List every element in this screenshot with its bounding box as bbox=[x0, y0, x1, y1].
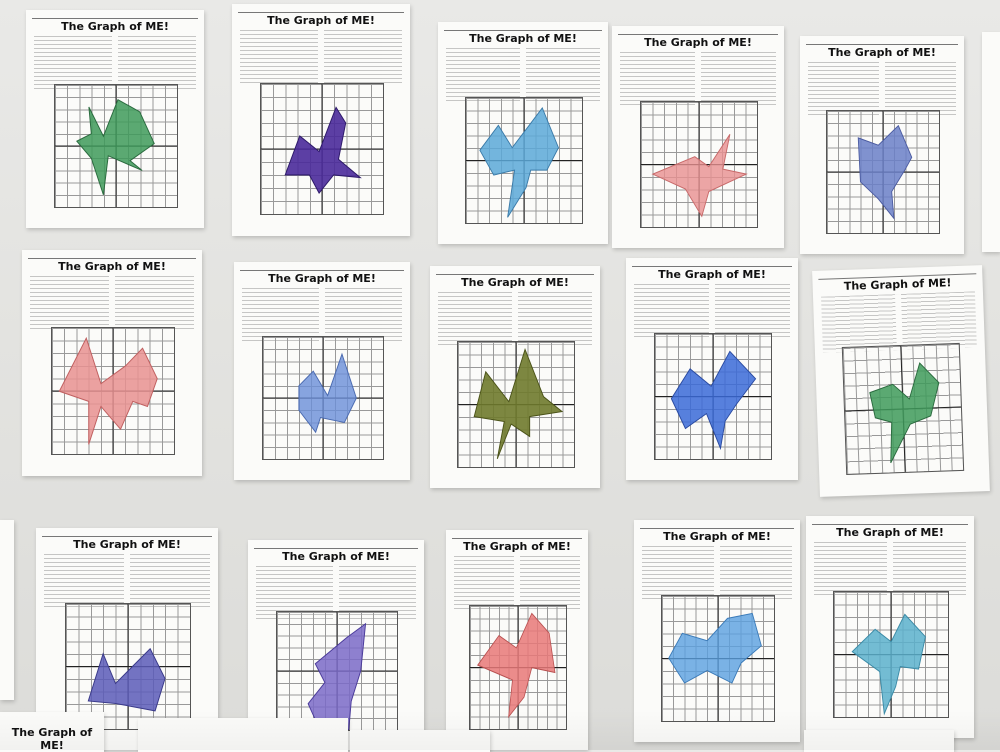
worksheet-15: The Graph of ME! bbox=[806, 516, 974, 738]
worksheet-title: The Graph of ME! bbox=[463, 540, 571, 553]
coordinate-grid bbox=[660, 595, 776, 722]
worksheet-title: The Graph of ME! bbox=[658, 268, 766, 281]
coordinate-grid bbox=[639, 101, 759, 228]
worksheet-title: The Graph of ME! bbox=[61, 20, 169, 33]
worksheet-title: The Graph of ME! bbox=[282, 550, 390, 563]
worksheet-title: The Graph of ME! bbox=[663, 530, 771, 543]
plotted-shape bbox=[473, 348, 564, 460]
coordinate-grid bbox=[468, 604, 568, 730]
worksheet-13: The Graph of ME! bbox=[446, 530, 588, 750]
worksheet-4: The Graph of ME! bbox=[612, 26, 784, 248]
worksheet-title: The Graph of ME! bbox=[461, 276, 569, 289]
coordinate-grid bbox=[457, 341, 575, 468]
coordinate-grid bbox=[262, 336, 384, 461]
plotted-shape bbox=[869, 361, 940, 463]
coordinate-grid bbox=[65, 603, 191, 730]
worksheet-title: The Graph of ME! bbox=[73, 538, 181, 551]
worksheet-5: The Graph of ME! bbox=[800, 36, 964, 254]
worksheet-partial-4 bbox=[804, 730, 954, 752]
coordinate-grid bbox=[841, 342, 964, 476]
worksheet-7: The Graph of ME! bbox=[234, 262, 410, 480]
plotted-shape bbox=[87, 648, 166, 712]
plotted-shape bbox=[667, 613, 762, 685]
coordinate-grid bbox=[50, 326, 176, 456]
worksheet-title: The Graph of ME! bbox=[58, 260, 166, 273]
plotted-shape bbox=[670, 351, 756, 451]
coordinate-grid bbox=[653, 333, 773, 460]
plotted-shape bbox=[298, 352, 358, 434]
worksheet-partial-3 bbox=[350, 730, 490, 752]
worksheet-8: The Graph of ME! bbox=[430, 266, 600, 488]
plotted-shape bbox=[476, 612, 556, 719]
plotted-shape bbox=[284, 106, 363, 194]
worksheet-14: The Graph of ME! bbox=[634, 520, 800, 742]
plotted-shape bbox=[76, 99, 156, 196]
worksheet-3: The Graph of ME! bbox=[438, 22, 608, 244]
worksheet-edge bbox=[0, 520, 14, 700]
plotted-shape bbox=[479, 107, 560, 219]
worksheet-edge bbox=[982, 32, 1000, 252]
worksheet-2: The Graph of ME! bbox=[232, 4, 410, 236]
coordinate-grid bbox=[826, 110, 940, 235]
coordinate-grid bbox=[276, 611, 398, 731]
plotted-shape bbox=[857, 124, 913, 220]
worksheet-12: The Graph of ME! bbox=[248, 540, 424, 750]
worksheet-title: The Graph of ME! bbox=[836, 526, 944, 539]
worksheet-9: The Graph of ME! bbox=[626, 258, 798, 480]
worksheet-partial-1: The Graph of ME! bbox=[0, 712, 104, 752]
worksheet-partial-2 bbox=[138, 718, 348, 752]
coordinate-grid bbox=[54, 84, 178, 209]
worksheet-title: The Graph of ME! bbox=[644, 36, 752, 49]
worksheet-title: The Graph of ME! bbox=[0, 726, 104, 752]
worksheet-6: The Graph of ME! bbox=[22, 250, 202, 476]
worksheet-10: The Graph of ME! bbox=[812, 265, 990, 497]
coordinate-grid bbox=[260, 82, 384, 215]
plotted-shape bbox=[650, 134, 748, 219]
worksheet-title: The Graph of ME! bbox=[268, 272, 376, 285]
worksheet-title: The Graph of ME! bbox=[469, 32, 577, 45]
plotted-shape bbox=[851, 614, 926, 717]
worksheet-title: The Graph of ME! bbox=[828, 46, 936, 59]
plotted-shape bbox=[307, 623, 367, 730]
coordinate-grid bbox=[832, 591, 950, 718]
plotted-shape bbox=[58, 336, 158, 445]
worksheet-1: The Graph of ME! bbox=[26, 10, 204, 228]
worksheet-title: The Graph of ME! bbox=[267, 14, 375, 27]
worksheet-11: The Graph of ME! bbox=[36, 528, 218, 750]
coordinate-grid bbox=[465, 97, 583, 224]
